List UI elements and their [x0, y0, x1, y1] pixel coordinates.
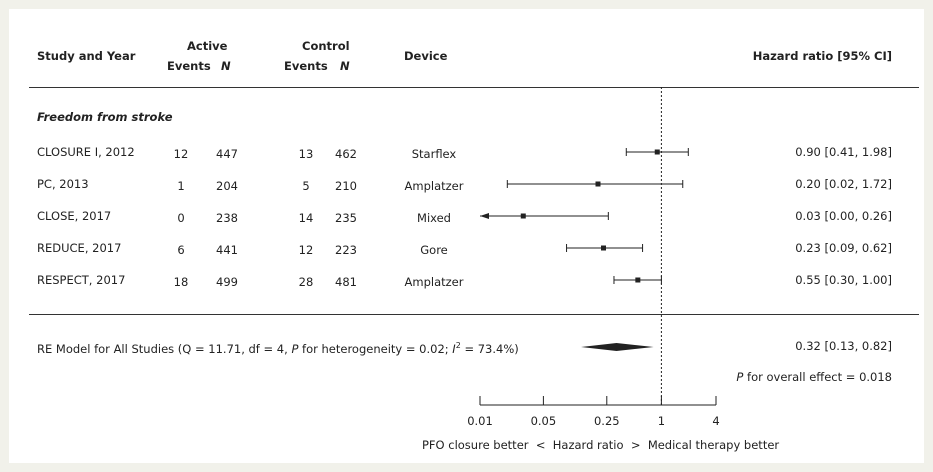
study-name: REDUCE, 2017	[37, 241, 122, 255]
ci-arrow-left	[480, 213, 489, 219]
device-name: Amplatzer	[404, 275, 464, 289]
active-n: 441	[216, 243, 238, 257]
active-events: 18	[173, 275, 189, 289]
hr-point	[635, 277, 641, 283]
pooled-hr-ci-text: 0.32 [0.13, 0.82]	[795, 339, 892, 353]
study-name: CLOSE, 2017	[37, 209, 112, 223]
pooled-diamond	[581, 343, 654, 351]
active-events: 6	[177, 243, 185, 257]
device-name: Mixed	[417, 211, 451, 225]
study-name: PC, 2013	[37, 177, 89, 191]
active-n: 204	[216, 179, 238, 193]
hr-ci-text: 0.20 [0.02, 1.72]	[795, 177, 892, 191]
control-events: 14	[298, 211, 314, 225]
study-name: RESPECT, 2017	[37, 273, 126, 287]
header-study-year: Study and Year	[37, 49, 136, 63]
overall-effect-p: P for overall effect = 0.018	[736, 370, 892, 384]
device-name: Amplatzer	[404, 179, 464, 193]
hr-ci-text: 0.90 [0.41, 1.98]	[795, 145, 892, 159]
x-tick-label: 1	[658, 414, 665, 428]
axis-direction-label: PFO closure better < Hazard ratio > Medi…	[422, 438, 780, 452]
control-n: 223	[335, 243, 357, 257]
control-n: 481	[335, 275, 357, 289]
study-name: CLOSURE I, 2012	[37, 145, 135, 159]
active-n: 238	[216, 211, 238, 225]
re-model-label: RE Model for All Studies (Q = 11.71, df …	[37, 341, 519, 356]
control-events: 12	[298, 243, 314, 257]
hr-ci-text: 0.55 [0.30, 1.00]	[795, 273, 892, 287]
header-active-n: N	[221, 59, 231, 73]
device-name: Gore	[420, 243, 448, 257]
control-n: 462	[335, 147, 357, 161]
control-n: 235	[335, 211, 357, 225]
header-rule	[29, 87, 919, 88]
header-hazard-ratio-ci: Hazard ratio [95% CI]	[752, 49, 892, 63]
hr-point	[601, 245, 607, 251]
hr-ci-text: 0.23 [0.09, 0.62]	[795, 241, 892, 255]
header-control: Control	[302, 39, 350, 53]
active-n: 499	[216, 275, 238, 289]
forest-plot-svg: 0.01 0.05 0.25 1 4	[467, 87, 720, 428]
control-n: 210	[335, 179, 357, 193]
header-control-events: Events	[284, 59, 328, 73]
hr-point	[520, 213, 526, 219]
active-n: 447	[216, 147, 238, 161]
hr-point	[654, 149, 660, 155]
forest-plot-panel: Study and Year Active Events N Control E…	[9, 9, 924, 463]
hr-ci-text: 0.03 [0.00, 0.26]	[795, 209, 892, 223]
device-name: Starflex	[411, 147, 457, 161]
active-events: 1	[177, 179, 185, 193]
active-events: 0	[177, 211, 185, 225]
summary-rule	[29, 314, 919, 315]
control-events: 28	[298, 275, 314, 289]
x-tick-label: 0.05	[531, 414, 557, 428]
x-tick-label: 4	[712, 414, 719, 428]
control-events: 5	[302, 179, 310, 193]
x-tick-label: 0.25	[594, 414, 620, 428]
header-device: Device	[404, 49, 448, 63]
header-control-n: N	[340, 59, 350, 73]
hr-point	[595, 181, 601, 187]
active-events: 12	[173, 147, 189, 161]
control-events: 13	[298, 147, 314, 161]
header-active: Active	[187, 39, 228, 53]
section-title: Freedom from stroke	[37, 110, 173, 124]
x-tick-label: 0.01	[467, 414, 493, 428]
header-active-events: Events	[167, 59, 211, 73]
